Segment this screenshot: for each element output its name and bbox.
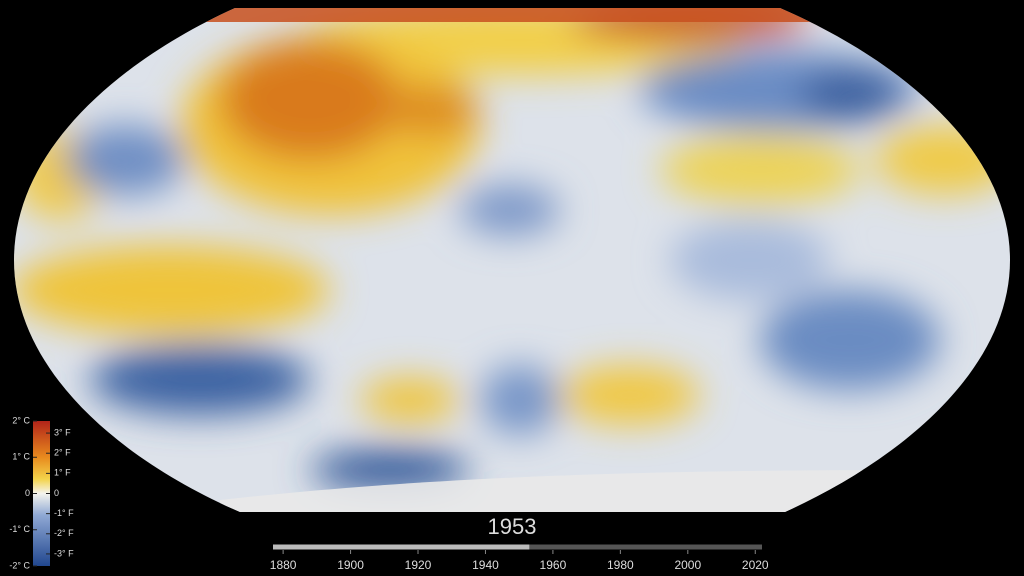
- celsius-label: 2° C: [12, 415, 30, 425]
- timeline-tick-label: 1920: [405, 558, 432, 572]
- timeline: 1953 1880 1900 1920 1940 1960 1980 2000 2020: [270, 514, 769, 572]
- celsius-label: -1° C: [9, 524, 30, 534]
- timeline-progress: [273, 544, 530, 550]
- fahrenheit-label: -3° F: [54, 548, 74, 558]
- fahrenheit-label: 2° F: [54, 448, 71, 458]
- timeline-tick-label: 1980: [607, 558, 634, 572]
- legend: 2° C 1° C 0 -1° C -2° C 3° F 2° F 1° F 0 -1° F -2°…: [9, 415, 74, 570]
- celsius-label: -2° C: [9, 560, 30, 570]
- timeline-tick-label: 1960: [540, 558, 567, 572]
- fahrenheit-label: -2° F: [54, 528, 74, 538]
- timeline-tick-label: 1940: [472, 558, 499, 572]
- fahrenheit-label: -1° F: [54, 508, 74, 518]
- antarctica: [220, 470, 900, 512]
- color-bar: [33, 421, 50, 566]
- timeline-tick-label: 2020: [742, 558, 769, 572]
- year-label: 1953: [488, 514, 537, 539]
- fahrenheit-label: 0: [54, 488, 59, 498]
- fahrenheit-label: 3° F: [54, 427, 71, 437]
- fahrenheit-label: 1° F: [54, 468, 71, 478]
- timeline-tick-label: 2000: [674, 558, 701, 572]
- celsius-label: 1° C: [12, 452, 30, 462]
- celsius-label: 0: [25, 488, 30, 498]
- timeline-tick-label: 1880: [270, 558, 297, 572]
- arctic-band: [14, 8, 1010, 22]
- timeline-tick-label: 1900: [337, 558, 364, 572]
